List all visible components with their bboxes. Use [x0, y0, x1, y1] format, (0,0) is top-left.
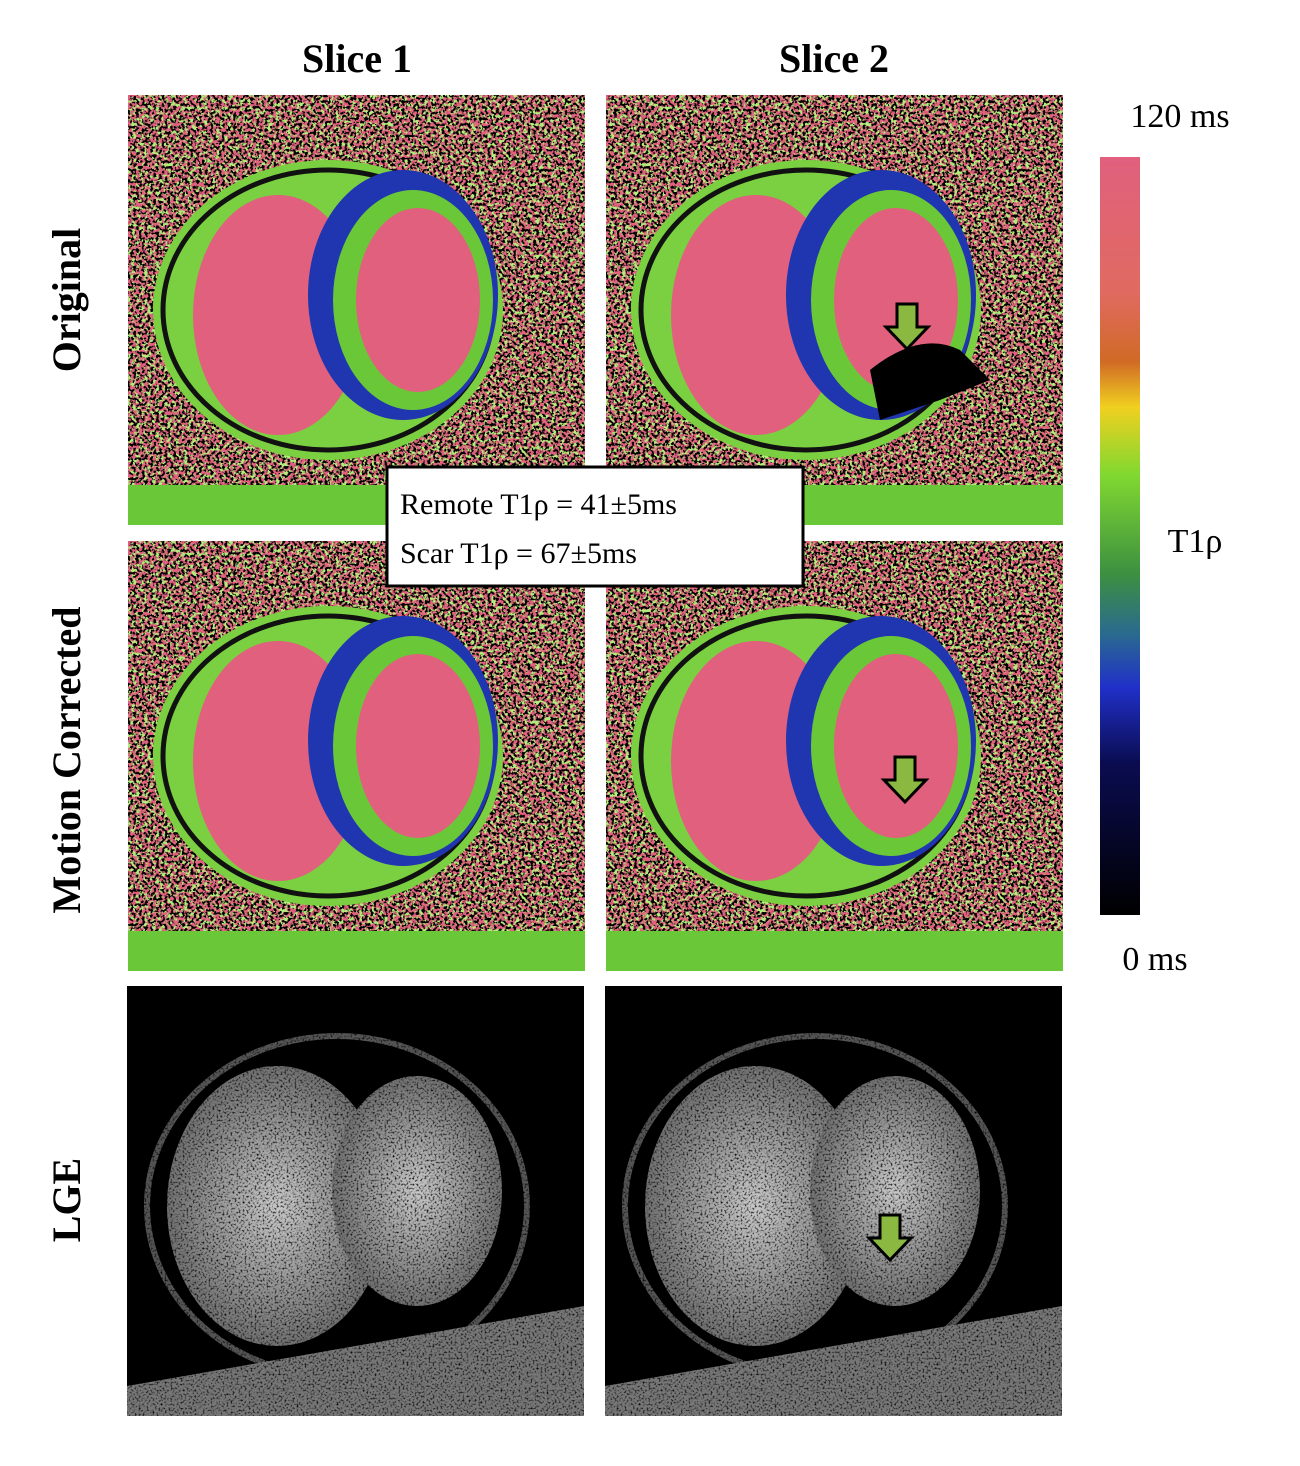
t1rho-map: [128, 541, 585, 971]
colorbar: [1100, 157, 1140, 915]
lge-image: [605, 986, 1062, 1416]
row-label: LGE: [44, 1158, 89, 1242]
colorbar-max: 120 ms: [1130, 98, 1229, 135]
colorbar-min: 0 ms: [1122, 941, 1187, 978]
scar-region: [870, 343, 990, 420]
column-header: Slice 2: [779, 36, 889, 81]
annotation-box: [385, 465, 805, 588]
lge-image: [127, 986, 584, 1416]
t1rho-map: [606, 541, 1063, 971]
column-header: Slice 1: [302, 36, 412, 81]
row-label: Original: [44, 228, 89, 372]
t1rho-map: [606, 95, 1063, 525]
annotation-text: Scar T1ρ = 67±5ms: [400, 537, 637, 570]
annotation-text: Remote T1ρ = 41±5ms: [400, 488, 677, 521]
colorbar-label: T1ρ: [1168, 523, 1223, 560]
row-label: Motion Corrected: [44, 607, 89, 914]
t1rho-map: [128, 95, 585, 525]
